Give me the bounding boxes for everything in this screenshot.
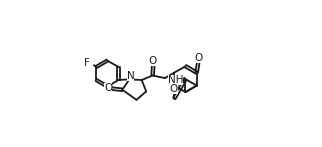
Text: N: N (127, 71, 135, 81)
Text: O: O (169, 84, 178, 94)
Text: O: O (104, 83, 112, 93)
Text: O: O (149, 56, 157, 66)
Text: NH: NH (168, 75, 183, 85)
Text: O: O (194, 53, 203, 63)
Text: F: F (84, 58, 90, 68)
